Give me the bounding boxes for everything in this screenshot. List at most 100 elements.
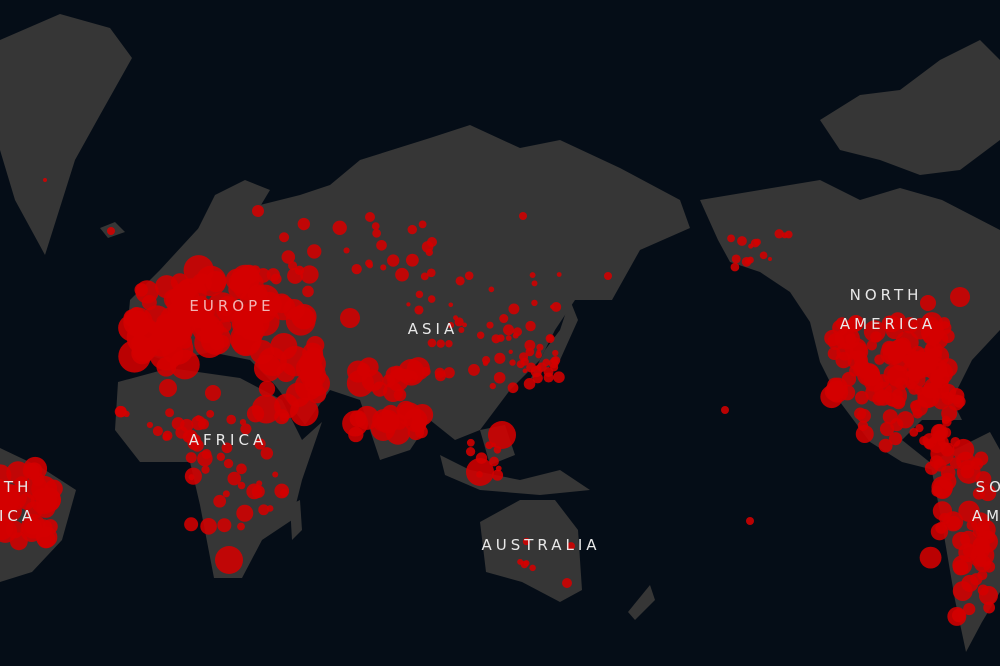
case-marker[interactable] (297, 217, 311, 231)
case-marker[interactable] (919, 546, 942, 569)
case-marker[interactable] (529, 272, 536, 279)
case-marker[interactable] (250, 284, 280, 314)
case-marker[interactable] (855, 390, 869, 405)
case-marker[interactable] (525, 320, 536, 332)
case-marker[interactable] (436, 339, 445, 348)
case-marker[interactable] (427, 295, 436, 303)
case-marker[interactable] (909, 318, 932, 340)
case-marker[interactable] (223, 458, 234, 469)
case-marker[interactable] (517, 558, 524, 565)
case-marker[interactable] (445, 340, 453, 348)
case-marker[interactable] (939, 472, 957, 490)
case-marker[interactable] (219, 295, 236, 312)
case-marker[interactable] (365, 259, 373, 268)
case-marker[interactable] (486, 321, 494, 329)
case-marker[interactable] (952, 438, 975, 461)
case-marker[interactable] (216, 452, 226, 462)
case-marker[interactable] (454, 317, 464, 327)
case-marker[interactable] (881, 315, 899, 333)
case-marker[interactable] (721, 406, 729, 414)
case-marker[interactable] (294, 265, 305, 275)
case-marker[interactable] (183, 255, 214, 286)
case-marker[interactable] (870, 331, 882, 343)
case-marker[interactable] (874, 354, 885, 365)
case-marker[interactable] (146, 421, 154, 429)
case-marker[interactable] (950, 287, 970, 307)
case-marker[interactable] (977, 569, 988, 581)
case-marker[interactable] (399, 368, 409, 379)
case-marker[interactable] (940, 383, 957, 400)
case-marker[interactable] (531, 299, 538, 307)
case-marker[interactable] (741, 257, 752, 267)
case-marker[interactable] (156, 356, 177, 377)
case-marker[interactable] (43, 178, 47, 182)
case-marker[interactable] (221, 442, 233, 454)
case-marker[interactable] (508, 349, 513, 354)
case-marker[interactable] (376, 239, 387, 251)
case-marker[interactable] (201, 465, 210, 474)
case-marker[interactable] (973, 554, 992, 573)
case-marker[interactable] (508, 303, 520, 315)
case-marker[interactable] (246, 483, 263, 500)
case-marker[interactable] (165, 408, 175, 418)
case-marker[interactable] (184, 517, 199, 532)
case-marker[interactable] (236, 463, 247, 475)
case-marker[interactable] (300, 362, 326, 388)
case-marker[interactable] (940, 442, 955, 457)
case-marker[interactable] (746, 517, 754, 525)
case-marker[interactable] (932, 501, 953, 521)
case-marker[interactable] (920, 295, 936, 311)
case-marker[interactable] (252, 205, 264, 217)
case-marker[interactable] (835, 317, 849, 330)
case-marker[interactable] (171, 417, 185, 431)
case-marker[interactable] (237, 481, 246, 490)
case-marker[interactable] (524, 339, 536, 351)
case-marker[interactable] (235, 266, 252, 283)
case-marker[interactable] (529, 564, 536, 572)
case-marker[interactable] (523, 378, 536, 390)
case-marker[interactable] (874, 381, 892, 400)
case-marker[interactable] (784, 230, 793, 239)
case-marker[interactable] (492, 469, 504, 481)
case-marker[interactable] (854, 407, 867, 420)
case-marker[interactable] (531, 280, 538, 287)
case-marker[interactable] (279, 489, 288, 497)
case-marker[interactable] (519, 212, 527, 220)
case-marker[interactable] (951, 608, 966, 623)
case-marker[interactable] (465, 446, 476, 457)
case-marker[interactable] (200, 324, 232, 355)
case-marker[interactable] (522, 537, 531, 546)
case-marker[interactable] (759, 251, 768, 260)
case-marker[interactable] (272, 471, 279, 478)
case-marker[interactable] (407, 423, 425, 441)
case-marker[interactable] (177, 278, 198, 299)
case-marker[interactable] (894, 377, 908, 390)
case-marker[interactable] (750, 238, 760, 248)
case-marker[interactable] (396, 400, 416, 420)
case-marker[interactable] (513, 327, 523, 337)
case-marker[interactable] (953, 395, 966, 408)
case-marker[interactable] (281, 250, 296, 264)
case-marker[interactable] (380, 264, 387, 271)
case-marker[interactable] (929, 455, 944, 469)
case-marker[interactable] (489, 456, 499, 467)
case-marker[interactable] (853, 353, 867, 367)
case-marker[interactable] (371, 222, 380, 230)
case-marker[interactable] (258, 380, 276, 397)
case-marker[interactable] (828, 377, 848, 397)
case-marker[interactable] (912, 408, 923, 419)
case-marker[interactable] (217, 518, 232, 533)
case-marker[interactable] (159, 379, 177, 397)
case-marker[interactable] (236, 504, 254, 522)
case-marker[interactable] (476, 331, 485, 339)
case-marker[interactable] (909, 427, 919, 437)
case-marker[interactable] (35, 526, 58, 548)
case-marker[interactable] (395, 267, 409, 282)
case-marker[interactable] (414, 305, 424, 315)
case-marker[interactable] (115, 405, 127, 418)
case-marker[interactable] (912, 353, 937, 378)
case-marker[interactable] (468, 363, 480, 376)
case-marker[interactable] (246, 405, 265, 423)
case-marker[interactable] (188, 474, 195, 481)
case-marker[interactable] (302, 285, 314, 298)
